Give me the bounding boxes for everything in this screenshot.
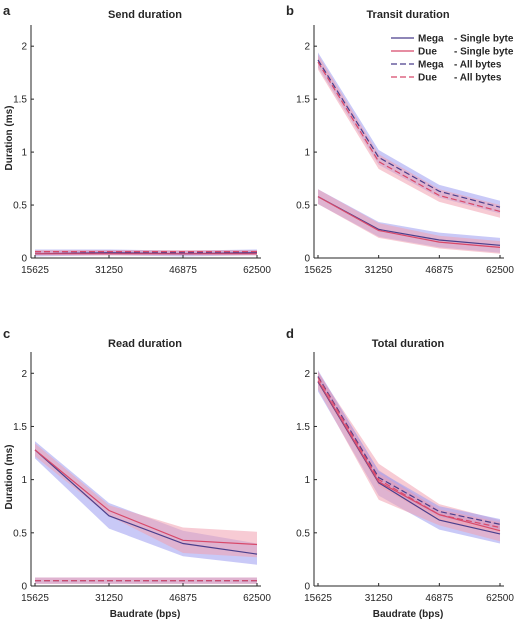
panel-send-duration: a Send duration Duration (ms) 0 0.5 1 1.5 2 1… <box>3 3 271 276</box>
due-single-byte-line <box>317 380 501 532</box>
legend-series-desc: - Single byte <box>454 34 514 45</box>
panel-title: Transit duration <box>366 9 449 21</box>
legend: Mega - Single byte Due - Single byte Mega - A… <box>391 34 514 84</box>
due-single-byte-band <box>318 189 500 254</box>
x-tick-label: 31250 <box>95 593 123 604</box>
y-tick-label: 1 <box>304 148 310 159</box>
y-tick-label: 0.5 <box>296 528 310 539</box>
x-axis-label: Baudrate (bps) <box>373 609 444 620</box>
panel-read-duration: c Read duration Duration (ms) Baudrate (… <box>3 326 271 620</box>
x-tick-label: 15625 <box>304 265 332 276</box>
panel-title: Send duration <box>108 9 182 21</box>
y-tick-label: 1.5 <box>296 95 310 106</box>
panel-transit-duration: b Transit duration 0 0.5 1 1.5 2 15625 31250 46… <box>286 3 514 276</box>
y-tick-label: 2 <box>304 42 310 53</box>
legend-series-name: Mega <box>418 34 444 45</box>
y-tick-label: 1 <box>21 148 27 159</box>
due-single-byte-line <box>34 449 258 546</box>
y-tick-label: 0.5 <box>13 528 27 539</box>
x-tick-label: 31250 <box>365 593 393 604</box>
x-tick-label: 15625 <box>304 593 332 604</box>
due-single-byte-band <box>35 443 257 558</box>
mega-single-byte-line <box>34 449 258 555</box>
y-tick-label: 1 <box>21 475 27 486</box>
x-tick-label: 62500 <box>486 265 514 276</box>
y-tick-label: 1.5 <box>296 422 310 433</box>
y-tick-label: 2 <box>21 42 27 53</box>
x-tick-label: 62500 <box>243 265 271 276</box>
panel-title: Read duration <box>108 338 182 350</box>
panel-letter: d <box>286 326 294 341</box>
y-tick-label: 1.5 <box>13 95 27 106</box>
x-tick-label: 46875 <box>425 265 453 276</box>
due-single-byte-line <box>317 196 501 248</box>
mega-single-byte-band <box>318 189 500 253</box>
y-tick-label: 2 <box>304 369 310 380</box>
y-tick-label: 2 <box>21 369 27 380</box>
y-tick-label: 0 <box>304 582 310 593</box>
y-tick-label: 1.5 <box>13 422 27 433</box>
x-axis-label: Baudrate (bps) <box>110 609 181 620</box>
x-tick-label: 46875 <box>425 593 453 604</box>
panel-letter: c <box>3 326 10 341</box>
legend-series-name: Mega <box>418 60 444 71</box>
y-tick-label: 0.5 <box>13 201 27 212</box>
y-tick-label: 0 <box>21 254 27 265</box>
x-tick-label: 15625 <box>21 265 49 276</box>
panel-letter: a <box>3 3 11 18</box>
y-tick-label: 0.5 <box>296 201 310 212</box>
legend-series-desc: - Single byte <box>454 47 514 58</box>
x-tick-label: 31250 <box>95 265 123 276</box>
x-tick-label: 46875 <box>169 593 197 604</box>
mega-all-bytes-line <box>317 376 501 525</box>
panel-total-duration: d Total duration Baudrate (bps) 0 0.5 1 1.5… <box>286 326 514 620</box>
x-tick-label: 46875 <box>169 265 197 276</box>
panel-title: Total duration <box>372 338 445 350</box>
due-all-bytes-line <box>317 377 501 529</box>
x-tick-label: 15625 <box>21 593 49 604</box>
legend-series-desc: - All bytes <box>454 73 502 84</box>
y-tick-label: 0 <box>304 254 310 265</box>
legend-series-desc: - All bytes <box>454 60 502 71</box>
y-axis-label: Duration (ms) <box>4 445 15 510</box>
y-axis-label: Duration (ms) <box>4 106 15 171</box>
x-tick-label: 62500 <box>243 593 271 604</box>
y-tick-label: 0 <box>21 582 27 593</box>
legend-series-name: Due <box>418 73 437 84</box>
legend-series-name: Due <box>418 47 437 58</box>
due-all-bytes-band <box>318 371 500 533</box>
due-all-bytes-band <box>318 54 500 218</box>
x-tick-label: 31250 <box>365 265 393 276</box>
mega-all-bytes-line <box>317 59 501 208</box>
x-tick-label: 62500 <box>486 593 514 604</box>
mega-all-bytes-band <box>318 52 500 214</box>
panel-letter: b <box>286 3 294 18</box>
y-tick-label: 1 <box>304 475 310 486</box>
due-all-bytes-line <box>317 61 501 212</box>
